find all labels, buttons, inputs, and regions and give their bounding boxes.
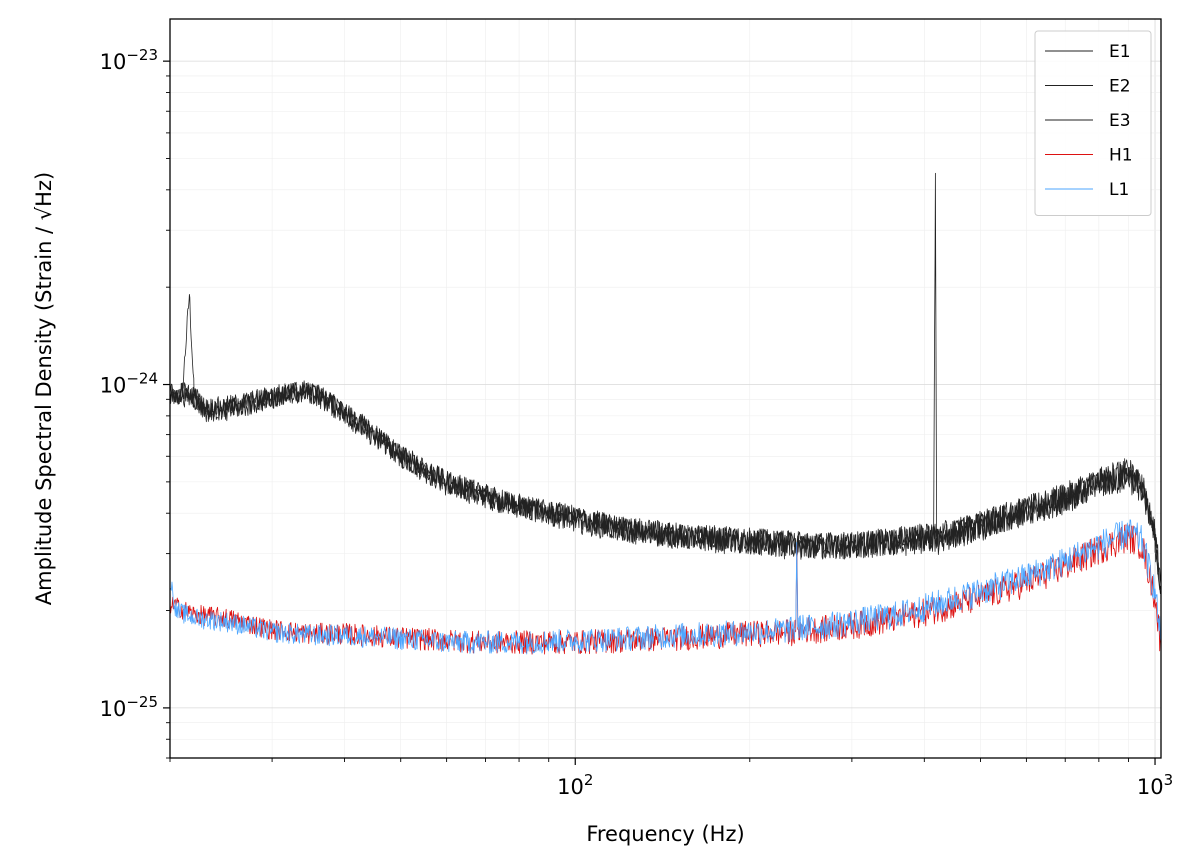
y-tick-label: 10−25 <box>100 693 158 721</box>
y-tick-label: 10−23 <box>100 46 158 74</box>
x-tick-label: 102 <box>557 771 593 799</box>
series-line-e1 <box>169 172 1162 602</box>
legend-label-e2: E2 <box>1109 77 1131 97</box>
y-axis-label: Amplitude Spectral Density (Strain / √Hz… <box>32 172 56 605</box>
legend: E1 E2 E3 H1 L1 <box>1034 30 1152 216</box>
legend-box <box>1034 30 1152 216</box>
y-tick-label: 10−24 <box>100 370 158 398</box>
legend-label-h1: H1 <box>1109 146 1133 166</box>
axis-ticks: 102 103 10−25 10−24 10−23 <box>100 46 1174 799</box>
plot-frame <box>169 18 1162 759</box>
series-line-e2 <box>169 380 1162 599</box>
x-axis-label: Frequency (Hz) <box>586 822 744 846</box>
series-line-l1 <box>169 519 1162 655</box>
legend-label-l1: L1 <box>1109 180 1129 200</box>
grid-lines <box>169 19 1161 759</box>
series-line-e3 <box>169 381 1162 586</box>
series-lines <box>169 172 1162 655</box>
legend-label-e3: E3 <box>1109 111 1131 131</box>
legend-label-e1: E1 <box>1109 42 1131 62</box>
x-tick-label: 103 <box>1137 771 1173 799</box>
